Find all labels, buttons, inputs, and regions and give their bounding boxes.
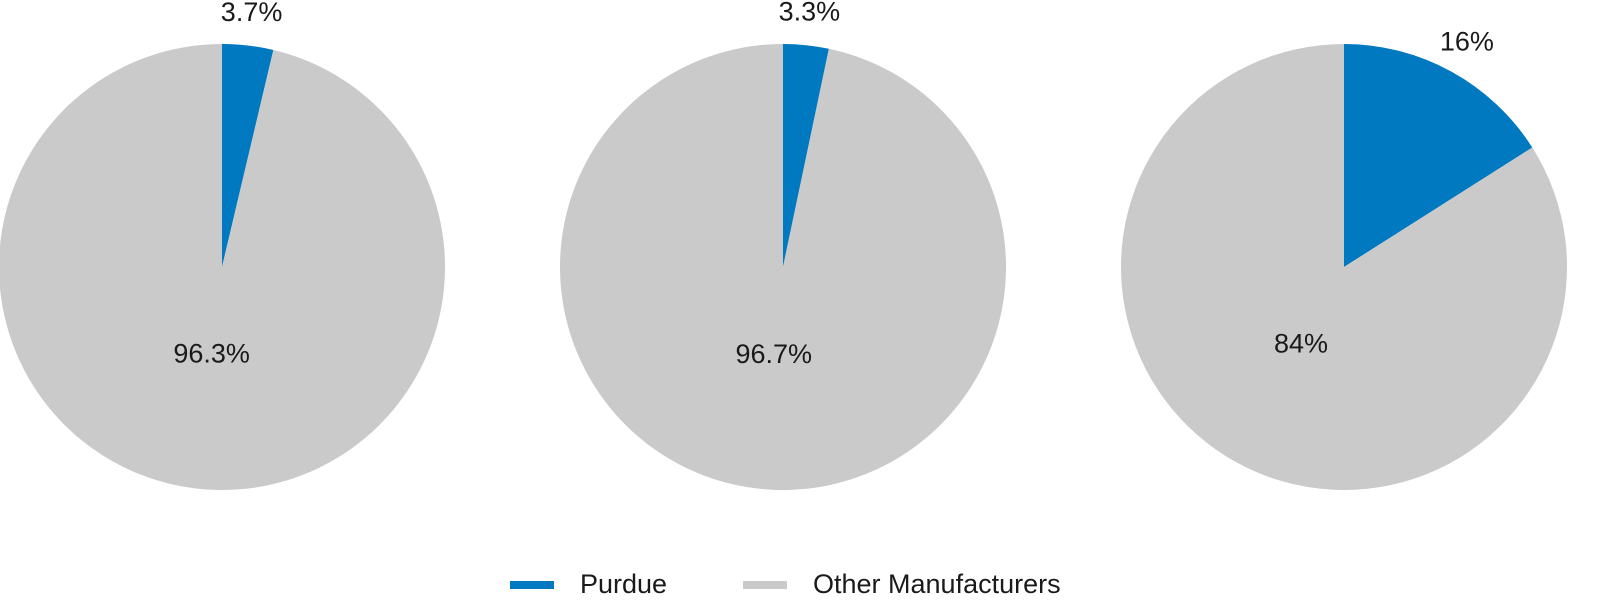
pie-slice [559,44,1006,490]
pie-slice [1344,44,1533,267]
data-label: 96.7% [735,339,812,369]
data-label: 3.3% [779,0,841,26]
pie-slice [222,44,274,267]
legend-label: Purdue [580,569,667,599]
pie-slice [1121,44,1567,490]
pie-slice [0,44,445,490]
data-label: 96.3% [173,339,250,369]
legend-swatch [510,581,554,589]
legend-label: Other Manufacturers [813,569,1061,599]
legend-swatch [743,581,787,589]
data-label: 3.7% [221,0,283,27]
data-label: 16% [1440,27,1494,57]
pie-slice [783,44,829,267]
data-label: 84% [1274,328,1328,358]
